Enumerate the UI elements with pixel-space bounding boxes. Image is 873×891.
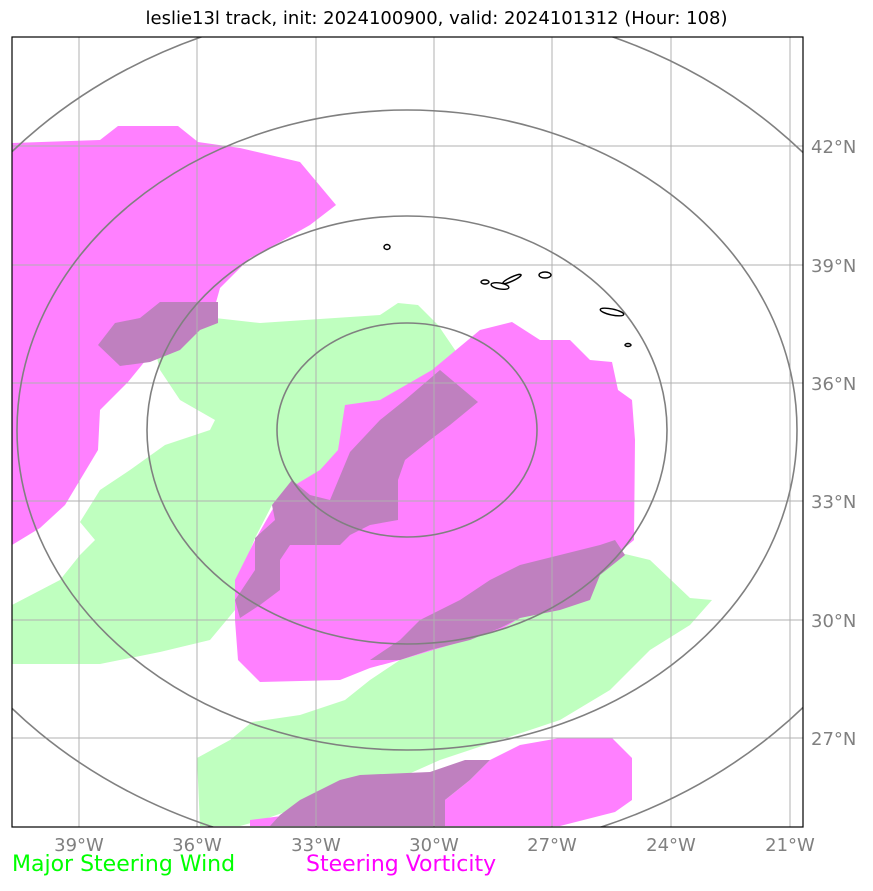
map-title: leslie13l track, init: 2024100900, valid… [145, 8, 728, 29]
legend-steering-vorticity: Steering Vorticity [306, 852, 497, 877]
range-ring-3 [16, 109, 798, 751]
steering-wind-field [12, 303, 712, 826]
y-tick-label: 33°N [811, 492, 856, 513]
x-tick-label: 36°W [172, 835, 222, 856]
x-tick-label: 24°W [646, 835, 696, 856]
legend-steering-wind: Major Steering Wind [12, 852, 236, 877]
graticule [12, 37, 803, 827]
y-tick-labels: 42°N 39°N 36°N 33°N 30°N 27°N [811, 137, 856, 750]
y-tick-label: 27°N [811, 729, 856, 750]
range-ring-1 [276, 322, 538, 538]
x-tick-label: 39°W [54, 835, 104, 856]
island-coastlines [383, 243, 632, 348]
x-tick-label: 33°W [291, 835, 341, 856]
range-ring-2 [146, 215, 668, 645]
map-frame [11, 36, 804, 828]
range-rings [12, 37, 803, 827]
x-tick-labels: 39°W 36°W 33°W 30°W 27°W 24°W 21°W [54, 835, 815, 856]
y-tick-label: 42°N [811, 137, 856, 158]
x-tick-label: 27°W [527, 835, 577, 856]
y-tick-label: 39°N [811, 256, 856, 277]
x-tick-label: 21°W [765, 835, 815, 856]
y-tick-label: 30°N [811, 611, 856, 632]
y-tick-label: 36°N [811, 374, 856, 395]
x-tick-label: 30°W [409, 835, 459, 856]
